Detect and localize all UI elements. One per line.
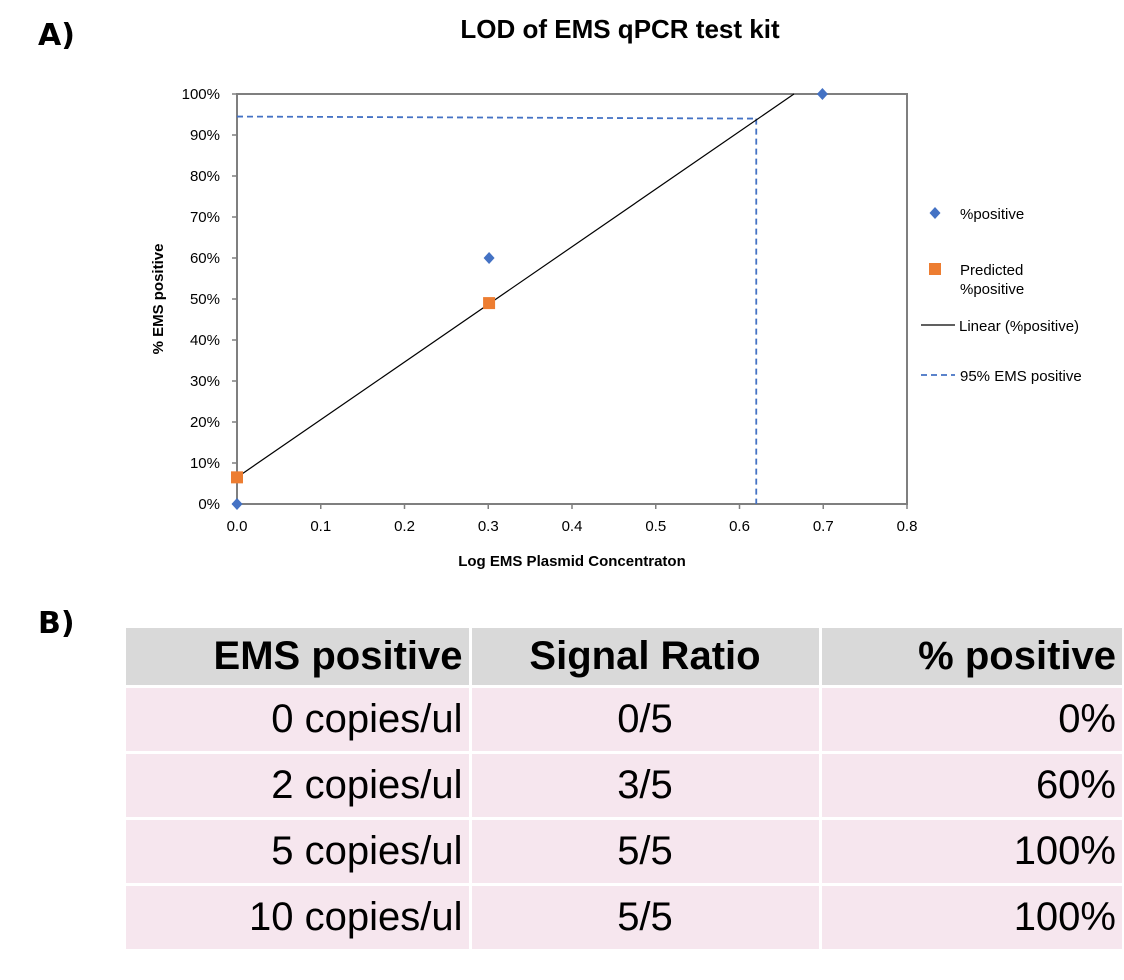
cell-percent: 100%	[820, 884, 1122, 952]
threshold-horizontal-line	[236, 115, 757, 120]
series-layer	[231, 88, 828, 510]
y-axis-label: % EMS positive	[150, 244, 167, 355]
positive-point	[483, 252, 495, 264]
cell-concentration: 5 copies/ul	[126, 818, 472, 886]
linear-trend-line	[236, 93, 795, 478]
legend-diamond-symbol	[929, 207, 941, 219]
predicted-point	[483, 297, 496, 310]
legend-square-symbol	[929, 263, 941, 275]
panel-a-label: A)	[38, 18, 75, 53]
table-row: 2 copies/ul 3/5 60%	[126, 752, 1122, 820]
cell-concentration: 10 copies/ul	[126, 884, 472, 952]
legend-label-threshold: 95% EMS positive	[960, 368, 1082, 385]
y-tick-label: 10%	[190, 455, 220, 472]
cell-signal-ratio: 0/5	[470, 686, 822, 754]
positive-point	[231, 498, 243, 510]
y-tick-label: 40%	[190, 332, 220, 349]
y-tick-label: 20%	[190, 414, 220, 431]
cell-signal-ratio: 5/5	[470, 884, 822, 952]
cell-percent: 100%	[820, 818, 1122, 886]
legend-label-linear: Linear (%positive)	[959, 318, 1079, 335]
panel-b-label: B)	[38, 606, 75, 641]
x-axis: 0.0 0.1 0.2 0.3 0.4 0.5 0.6 0.7 0.8	[227, 504, 918, 535]
x-tick-label: 0.5	[645, 518, 666, 535]
cell-signal-ratio: 5/5	[470, 818, 822, 886]
y-tick-label: 50%	[190, 291, 220, 308]
table-row: 5 copies/ul 5/5 100%	[126, 818, 1122, 886]
y-axis: 0% 10% 20% 30% 40% 50% 60% 70% 80% 90% 100%	[182, 86, 237, 513]
table-row: 0 copies/ul 0/5 0%	[126, 686, 1122, 754]
table-header-row: EMS positive Signal Ratio % positive	[126, 628, 1122, 688]
predicted-point	[231, 471, 243, 484]
cell-percent: 60%	[820, 752, 1122, 820]
cell-concentration: 2 copies/ul	[126, 752, 472, 820]
x-tick-label: 0.8	[897, 518, 918, 535]
results-table: EMS positive Signal Ratio % positive 0 c…	[126, 628, 1122, 952]
x-tick-label: 0.2	[394, 518, 415, 535]
x-tick-label: 0.6	[729, 518, 750, 535]
legend-label-line: Predicted	[960, 262, 1023, 279]
positive-point	[816, 88, 828, 100]
cell-signal-ratio: 3/5	[470, 752, 822, 820]
header-signal-ratio: Signal Ratio	[470, 628, 822, 688]
y-tick-label: 0%	[198, 496, 220, 513]
legend-label-predicted: Predicted %positive	[960, 262, 1024, 298]
x-axis-label: Log EMS Plasmid Concentraton	[458, 553, 686, 570]
x-tick-label: 0.3	[478, 518, 499, 535]
lod-chart: LOD of EMS qPCR test kit 0% 10% 20% 30% 40% 5…	[150, 14, 1082, 570]
y-tick-label: 90%	[190, 127, 220, 144]
x-tick-label: 0.4	[562, 518, 583, 535]
legend: %positive Predicted %positive Linear (%posi…	[921, 206, 1082, 385]
cell-percent: 0%	[820, 686, 1122, 754]
table-row: 10 copies/ul 5/5 100%	[126, 884, 1122, 952]
x-tick-label: 0.1	[310, 518, 331, 535]
y-tick-label: 80%	[190, 168, 220, 185]
y-tick-label: 30%	[190, 373, 220, 390]
y-tick-label: 100%	[182, 86, 220, 103]
y-tick-label: 70%	[190, 209, 220, 226]
x-tick-label: 0.0	[227, 518, 248, 535]
header-ems-positive: EMS positive	[126, 628, 472, 688]
legend-label-line: %positive	[960, 281, 1024, 298]
chart-title: LOD of EMS qPCR test kit	[460, 14, 780, 44]
y-tick-label: 60%	[190, 250, 220, 267]
header-percent-positive: % positive	[820, 628, 1122, 688]
x-tick-label: 0.7	[813, 518, 834, 535]
cell-concentration: 0 copies/ul	[126, 686, 472, 754]
plot-frame	[236, 93, 908, 505]
legend-label-positive: %positive	[960, 206, 1024, 223]
